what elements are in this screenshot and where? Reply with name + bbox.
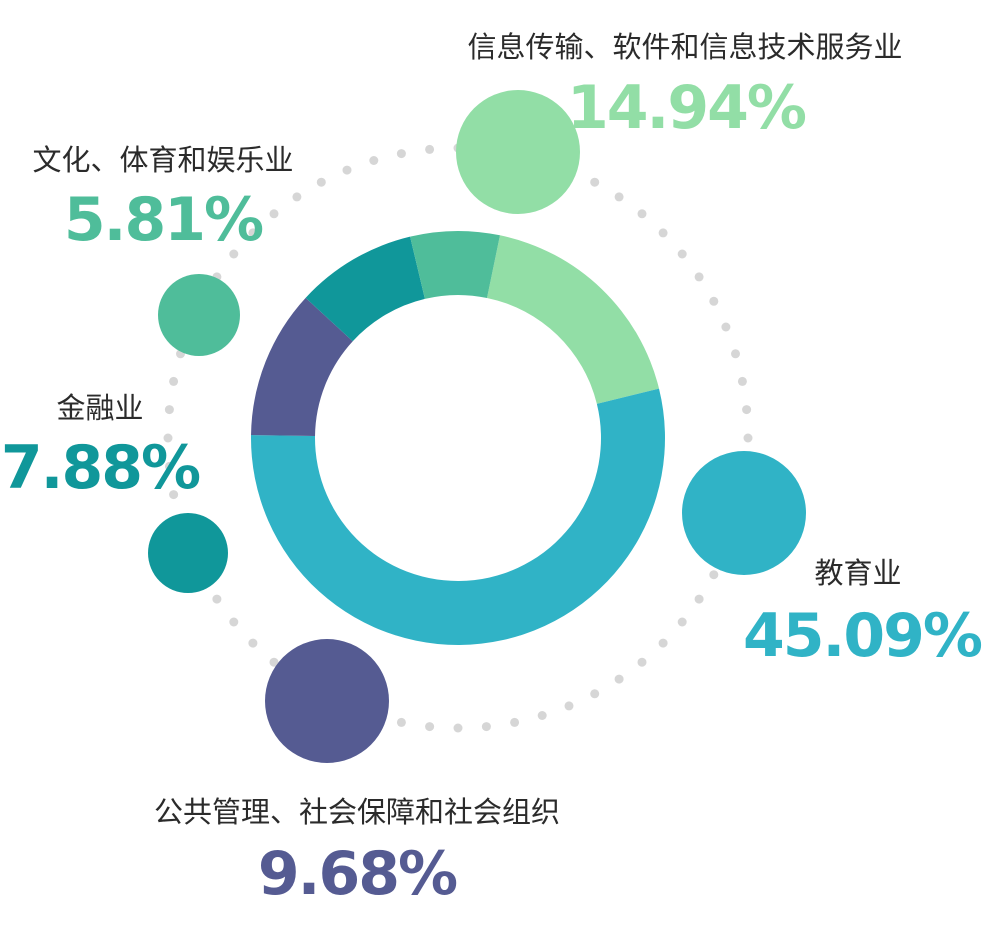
donut-ring <box>251 231 665 645</box>
category-bubble <box>682 451 806 575</box>
category-label: 公共管理、社会保障和社会组织 <box>154 795 560 829</box>
orbit-dot <box>731 349 740 359</box>
orbit-dot <box>510 717 520 727</box>
orbit-dot <box>396 149 406 159</box>
donut-slice <box>251 297 353 436</box>
orbit-dot <box>229 249 239 259</box>
donut-slice <box>305 236 425 342</box>
orbit-dot <box>269 209 279 219</box>
category-label: 教育业 <box>814 556 901 590</box>
category-label: 信息传输、软件和信息技术服务业 <box>467 30 902 64</box>
orbit-dot <box>564 701 574 711</box>
orbit-dot <box>316 177 326 187</box>
category-label: 金融业 <box>56 391 143 425</box>
orbit-dot <box>425 722 435 732</box>
category-bubble <box>456 90 580 214</box>
orbit-dot <box>637 209 647 219</box>
orbit-dot <box>396 717 406 727</box>
value-label: 14.94% <box>567 73 806 143</box>
orbit-dot <box>709 296 719 306</box>
donut-slice <box>486 235 660 404</box>
orbit-dot <box>709 570 719 580</box>
orbit-dot <box>677 249 687 259</box>
orbit-dot <box>694 272 704 282</box>
orbit-dot <box>743 433 753 443</box>
orbit-dot <box>658 638 668 648</box>
orbit-dot <box>342 165 352 175</box>
orbit-dot <box>737 376 747 386</box>
category-bubble <box>148 513 228 593</box>
orbit-dot <box>248 638 258 648</box>
orbit-dot <box>229 617 239 627</box>
orbit-dot <box>481 722 491 732</box>
value-label: 7.88% <box>1 433 200 503</box>
orbit-dot <box>169 490 179 500</box>
value-label: 5.81% <box>64 185 263 255</box>
orbit-dot <box>694 594 704 604</box>
category-labels: 信息传输、软件和信息技术服务业 14.94% 教育业 45.09% 公共管理、社会保障和… <box>1 30 983 909</box>
orbit-dot <box>614 192 624 202</box>
orbit-dot <box>269 657 279 667</box>
orbit-dot <box>292 192 302 202</box>
orbit-dot <box>742 405 752 415</box>
orbit-dot <box>637 657 647 667</box>
category-bubble <box>265 639 389 763</box>
orbit-dot <box>163 433 173 443</box>
orbit-dot <box>590 689 600 699</box>
donut-slice <box>251 388 665 645</box>
value-label: 45.09% <box>743 601 982 671</box>
orbit-dot <box>677 617 687 627</box>
category-bubble <box>158 274 240 356</box>
orbit-dot <box>658 228 668 238</box>
orbit-dot <box>614 674 624 684</box>
category-label: 文化、体育和娱乐业 <box>32 143 293 177</box>
category-bubbles <box>148 90 806 763</box>
orbit-dot <box>164 405 174 415</box>
orbit-dot <box>453 723 463 733</box>
orbit-dot <box>425 144 435 154</box>
orbit-dot <box>212 594 222 604</box>
value-label: 9.68% <box>258 839 457 909</box>
orbit-dot <box>164 461 174 471</box>
orbit-dot <box>537 711 547 720</box>
orbit-dot <box>169 376 179 386</box>
orbit-dot <box>721 322 731 332</box>
orbit-dot <box>248 228 258 238</box>
donut-slice <box>410 231 500 299</box>
orbit-dot <box>590 177 600 187</box>
orbit-dot <box>369 156 379 165</box>
